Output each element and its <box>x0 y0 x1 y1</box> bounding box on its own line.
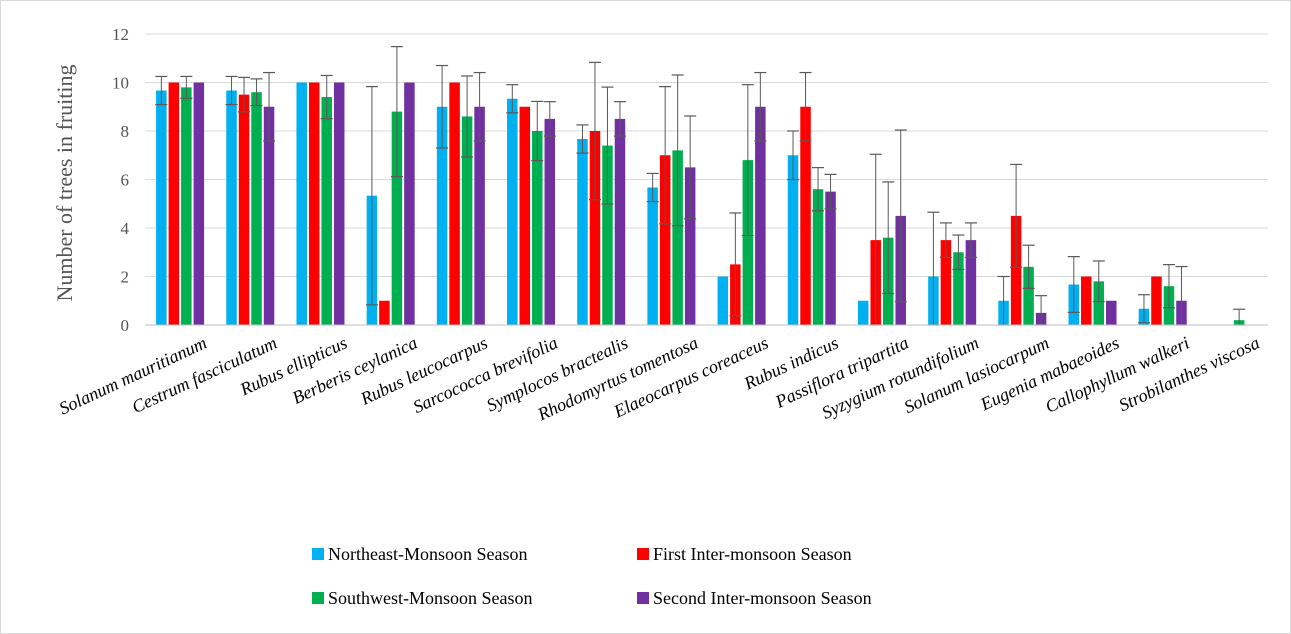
bar <box>1023 266 1034 325</box>
bar <box>825 191 836 325</box>
bar <box>449 82 460 325</box>
bar <box>226 90 237 325</box>
bar <box>391 111 403 325</box>
legend-swatch <box>312 592 324 604</box>
bar <box>1081 276 1092 325</box>
legend: Northeast-Monsoon Season First Inter-mons… <box>312 544 872 608</box>
bar <box>519 106 531 325</box>
bar <box>1093 281 1105 325</box>
bar <box>800 106 811 325</box>
bar <box>168 82 180 325</box>
bar <box>857 300 869 325</box>
bar <box>193 82 205 325</box>
legend-swatch <box>312 548 324 560</box>
bar <box>308 82 320 325</box>
bar <box>742 160 754 325</box>
bar <box>787 155 799 325</box>
legend-label: Southwest-Monsoon Season <box>328 588 533 608</box>
bar <box>263 106 275 325</box>
bar <box>812 189 824 325</box>
error-bars <box>155 46 1246 326</box>
bar <box>940 240 952 325</box>
y-tick-label: 0 <box>121 316 130 335</box>
bar <box>602 145 613 325</box>
bar <box>659 155 671 325</box>
bar <box>1106 300 1117 325</box>
legend-swatch <box>637 548 649 560</box>
bar <box>181 87 192 325</box>
bar <box>238 94 250 325</box>
bar <box>1151 276 1162 325</box>
y-tick-label: 12 <box>112 25 129 44</box>
bar <box>589 131 601 325</box>
bar <box>672 150 683 325</box>
y-tick-label: 8 <box>121 122 130 141</box>
y-tick-labels: 0 2 4 6 8 10 12 <box>112 25 130 335</box>
y-tick-label: 2 <box>121 268 130 287</box>
bar <box>544 118 556 325</box>
bar <box>474 106 485 325</box>
bar <box>156 90 167 325</box>
y-tick-label: 6 <box>121 171 130 190</box>
bar <box>321 97 332 325</box>
bars <box>156 82 1245 325</box>
bar <box>436 106 448 325</box>
bar <box>755 106 766 325</box>
bar <box>953 252 964 325</box>
bar <box>614 118 626 325</box>
y-tick-label: 4 <box>121 219 130 238</box>
bar <box>577 139 588 325</box>
bar <box>647 187 658 325</box>
bar <box>965 240 977 325</box>
bar <box>507 98 518 325</box>
bar <box>684 167 696 325</box>
y-axis-title: Number of trees in fruiting <box>52 64 77 301</box>
bar <box>404 82 415 325</box>
bar <box>532 131 543 325</box>
bar <box>379 300 390 325</box>
bar <box>717 276 729 325</box>
legend-label: Second Inter-monsoon Season <box>653 588 872 608</box>
bar <box>251 92 262 325</box>
legend-swatch <box>637 592 649 604</box>
gridlines <box>145 33 1268 277</box>
legend-label: Northeast-Monsoon Season <box>328 544 527 564</box>
bar <box>333 82 345 325</box>
bar <box>296 82 307 325</box>
legend-label: First Inter-monsoon Season <box>653 544 852 564</box>
bar <box>461 116 473 325</box>
y-tick-label: 10 <box>112 74 129 93</box>
bar <box>1010 215 1022 325</box>
